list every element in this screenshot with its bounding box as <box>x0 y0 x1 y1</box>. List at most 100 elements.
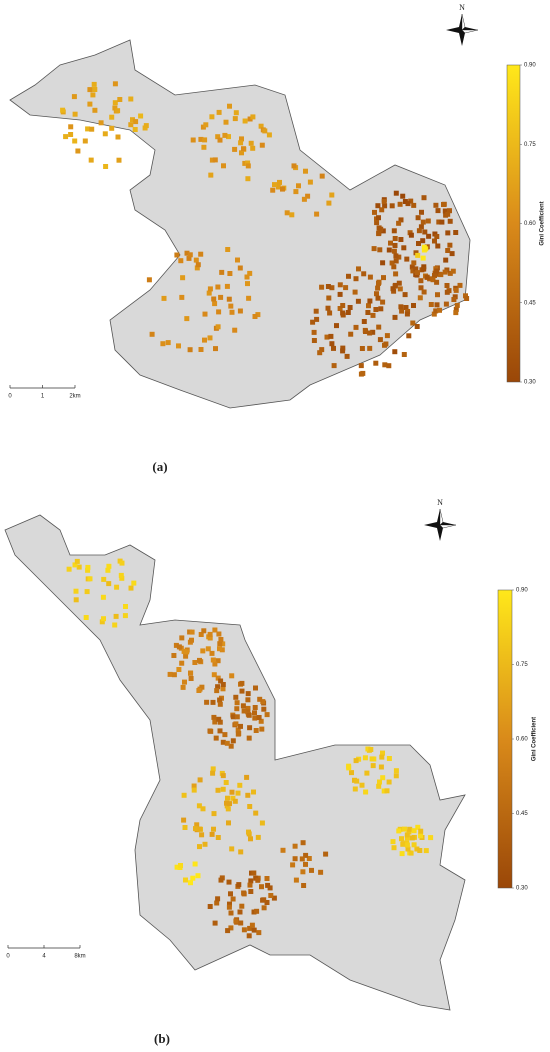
grid-cell <box>363 789 369 795</box>
grid-cell <box>404 256 410 262</box>
grid-cell <box>380 750 385 756</box>
grid-cell <box>112 105 118 111</box>
grid-cell <box>199 832 205 838</box>
grid-cell <box>220 686 226 692</box>
grid-cell <box>409 264 415 270</box>
grid-cell <box>242 160 248 166</box>
grid-cell <box>421 266 427 272</box>
grid-cell <box>72 562 78 568</box>
grid-cell <box>280 847 286 853</box>
grid-cell <box>238 920 244 926</box>
grid-cell <box>92 87 98 92</box>
grid-cell <box>345 310 351 315</box>
grid-cell <box>399 308 405 314</box>
grid-cell <box>232 116 238 122</box>
grid-cell <box>361 271 367 277</box>
grid-cell <box>410 268 416 274</box>
grid-cell <box>161 295 167 301</box>
grid-cell <box>415 270 420 276</box>
grid-cell <box>423 848 429 854</box>
grid-cell <box>218 678 224 684</box>
grid-cell <box>227 801 232 807</box>
grid-cell <box>240 703 246 709</box>
grid-cell <box>181 792 187 798</box>
grid-cell <box>160 341 166 347</box>
grid-cell <box>454 302 460 308</box>
grid-cell <box>224 283 230 289</box>
grid-cell <box>228 925 234 931</box>
grid-cell <box>376 783 382 789</box>
grid-cell <box>238 849 244 855</box>
colorbar <box>497 589 513 889</box>
grid-cell <box>216 309 222 315</box>
grid-cell <box>411 202 417 208</box>
grid-cell <box>356 266 361 272</box>
grid-cell <box>182 825 188 830</box>
grid-cell <box>232 327 238 333</box>
grid-cell <box>415 215 421 221</box>
grid-cell <box>331 363 337 369</box>
grid-cell <box>248 889 254 894</box>
grid-cell <box>425 218 431 224</box>
grid-cell <box>311 338 317 343</box>
grid-cell <box>204 699 210 705</box>
grid-cell <box>367 298 373 304</box>
grid-cell <box>446 288 452 294</box>
grid-cell <box>464 296 470 301</box>
grid-cell <box>313 308 319 314</box>
caption: (b) <box>154 1031 170 1046</box>
grid-cell <box>98 120 104 126</box>
grid-cell <box>402 292 408 298</box>
grid-cell <box>376 215 381 221</box>
grid-cell <box>180 684 186 690</box>
grid-cell <box>418 224 424 230</box>
grid-cell <box>411 260 417 266</box>
grid-cell <box>370 763 376 769</box>
grid-cell <box>117 97 123 102</box>
grid-cell <box>379 207 385 213</box>
grid-cell <box>317 350 323 356</box>
grid-cell <box>422 229 428 235</box>
grid-cell <box>192 861 198 867</box>
grid-cell <box>63 134 69 140</box>
grid-cell <box>90 92 96 98</box>
grid-cell <box>290 862 296 868</box>
grid-cell <box>224 800 229 806</box>
grid-cell <box>382 362 388 368</box>
grid-cell <box>212 301 218 307</box>
legend-title: Gini Coefficient <box>540 201 546 245</box>
grid-cell <box>217 641 223 647</box>
grid-cell <box>71 94 77 100</box>
grid-cell <box>178 258 184 264</box>
grid-cell <box>372 209 377 215</box>
grid-cell <box>206 290 212 296</box>
grid-cell <box>303 861 308 867</box>
grid-cell <box>445 230 451 236</box>
scale-label: 1 <box>41 394 45 400</box>
grid-cell <box>253 728 259 733</box>
grid-cell <box>211 714 217 720</box>
grid-cell <box>392 236 398 241</box>
grid-cell <box>414 846 420 852</box>
scale-label: 0 <box>6 954 10 960</box>
grid-cell <box>196 803 202 809</box>
grid-cell <box>365 746 371 752</box>
grid-cell <box>266 132 272 138</box>
grid-cell <box>244 274 250 280</box>
grid-cell <box>453 306 459 312</box>
grid-cell <box>207 631 213 637</box>
grid-cell <box>123 604 128 609</box>
grid-cell <box>216 631 222 637</box>
grid-cell <box>220 682 226 687</box>
grid-cell <box>355 298 361 304</box>
grid-cell <box>197 777 203 783</box>
grid-cell <box>432 238 437 244</box>
grid-cell <box>225 247 231 252</box>
grid-cell <box>433 308 439 314</box>
grid-cell <box>384 788 390 794</box>
grid-cell <box>87 87 93 93</box>
grid-cell <box>238 723 243 729</box>
grid-cell <box>215 284 221 290</box>
grid-cell <box>200 648 206 654</box>
grid-cell <box>432 273 437 278</box>
